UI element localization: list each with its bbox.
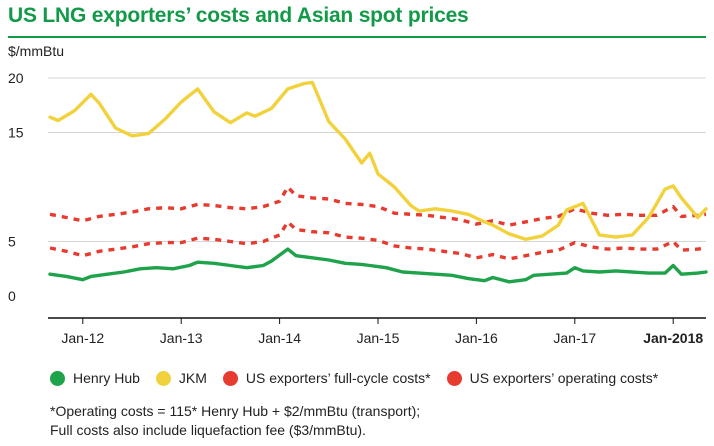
- legend-item-full-cycle-costs: US exporters’ full-cycle costs*: [222, 370, 431, 386]
- x-tick-label-0: Jan-12: [61, 330, 104, 346]
- legend-label-full-cycle-costs: US exporters’ full-cycle costs*: [245, 370, 431, 386]
- series-line-2: [49, 185, 707, 227]
- series-line-1: [48, 80, 708, 241]
- legend-item-operating-costs: US exporters’ operating costs*: [446, 370, 659, 386]
- footnote-line-1: *Operating costs = 115* Henry Hub + $2/m…: [50, 403, 421, 419]
- footnote: *Operating costs = 115* Henry Hub + $2/m…: [50, 402, 420, 440]
- legend-label-henry-hub: Henry Hub: [73, 370, 140, 386]
- y-tick-label-0: 0: [8, 288, 16, 304]
- x-tick-label-3: Jan-15: [357, 330, 400, 346]
- x-tick-label-5: Jan-17: [553, 330, 596, 346]
- line-chart: $/mmBtu 0 5 15 20 Jan-12 Jan-13 Jan-14 Jan-15 Jan…: [8, 43, 708, 346]
- legend-label-jkm: JKM: [178, 370, 207, 386]
- series-line-0: [48, 247, 708, 284]
- legend-item-jkm: JKM: [155, 370, 207, 386]
- legend-swatch-operating-costs: [446, 370, 462, 386]
- series-line-3: [49, 220, 707, 261]
- title-rule: [8, 36, 706, 38]
- legend-label-operating-costs: US exporters’ operating costs*: [469, 370, 659, 386]
- legend-swatch-full-cycle-costs: [222, 370, 238, 386]
- legend-item-henry-hub: Henry Hub: [50, 370, 140, 386]
- x-tick-label-1: Jan-13: [160, 330, 203, 346]
- y-tick-label-5: 5: [8, 234, 16, 250]
- chart-legend: Henry Hub JKM US exporters’ full-cycle c…: [50, 370, 674, 386]
- chart-title: US LNG exporters’ costs and Asian spot p…: [8, 4, 469, 27]
- y-tick-label-15: 15: [8, 125, 24, 141]
- y-axis-label: $/mmBtu: [8, 43, 64, 59]
- footnote-line-2: Full costs also include liquefaction fee…: [50, 422, 366, 438]
- x-tick-label-6: Jan-2018: [643, 330, 703, 346]
- y-tick-label-20: 20: [8, 70, 24, 86]
- legend-swatch-henry-hub: [50, 370, 65, 386]
- x-tick-label-4: Jan-16: [455, 330, 498, 346]
- legend-swatch-jkm: [155, 370, 171, 386]
- x-tick-label-2: Jan-14: [258, 330, 301, 346]
